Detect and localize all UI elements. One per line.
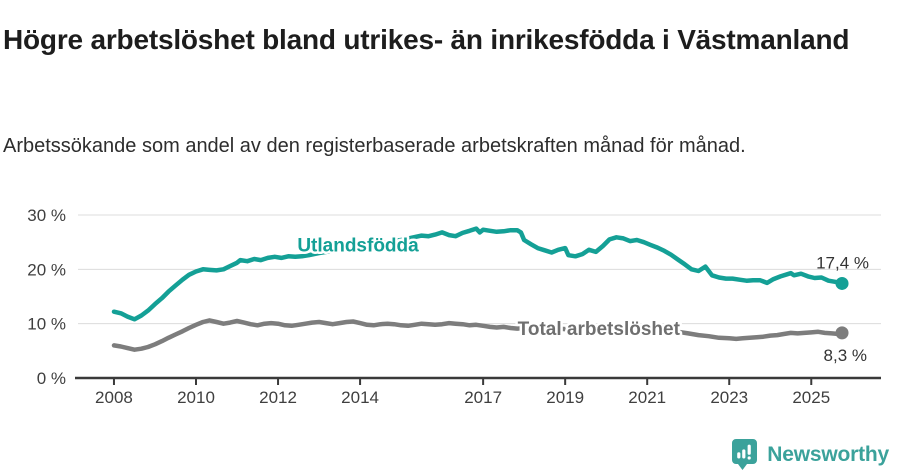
x-tick-label-2023: 2023	[710, 388, 748, 407]
series-end-dot-utlandsfodda	[835, 276, 849, 290]
x-tick-label-2021: 2021	[628, 388, 666, 407]
brand-name: Newsworthy	[767, 442, 889, 466]
y-tick-label-0: 0 %	[37, 369, 66, 388]
end-value-label-total-arbetsloshet: 8,3 %	[824, 346, 867, 365]
data-series	[111, 226, 849, 352]
newsworthy-logo-icon	[732, 439, 758, 470]
y-tick-label-30: 30 %	[27, 206, 66, 225]
x-tick-label-2012: 2012	[259, 388, 297, 407]
series-line-utlandsfodda	[111, 226, 845, 322]
x-tick-label-2014: 2014	[341, 388, 379, 407]
x-tick-label-2019: 2019	[546, 388, 584, 407]
axis-tick-labels: 0 % 10 % 20 % 30 % 2008 2010 2012 2014 2017 2019 2…	[27, 206, 830, 407]
y-tick-label-10: 10 %	[27, 315, 66, 334]
series-label-total-arbetsloshet: Total arbetslöshet	[518, 319, 681, 340]
page-title: Högre arbetslöshet bland utrikes- än inr…	[3, 23, 850, 55]
x-axis	[75, 376, 881, 385]
series-line-total-arbetsloshet	[111, 318, 845, 352]
end-value-label-utlandsfodda: 17,4 %	[816, 253, 869, 272]
unemployment-line-chart: 0 % 10 % 20 % 30 % 2008 2010 2012 2014 2017 2019 2…	[27, 206, 881, 407]
series-end-dot-total-arbetsloshet	[835, 326, 849, 340]
series-label-utlandsfodda: Utlandsfödda	[297, 235, 419, 256]
chart-subtitle: Arbetssökande som andel av den registerb…	[3, 135, 746, 157]
x-tick-label-2025: 2025	[792, 388, 830, 407]
x-tick-label-2017: 2017	[464, 388, 502, 407]
x-tick-label-2008: 2008	[95, 388, 133, 407]
y-tick-label-20: 20 %	[27, 260, 66, 279]
x-tick-label-2010: 2010	[177, 388, 215, 407]
newsworthy-branding-link[interactable]: Newsworthy	[731, 438, 889, 471]
series-annotations: Utlandsfödda 17,4 % Total arbetslöshet 8,3 …	[295, 233, 869, 365]
